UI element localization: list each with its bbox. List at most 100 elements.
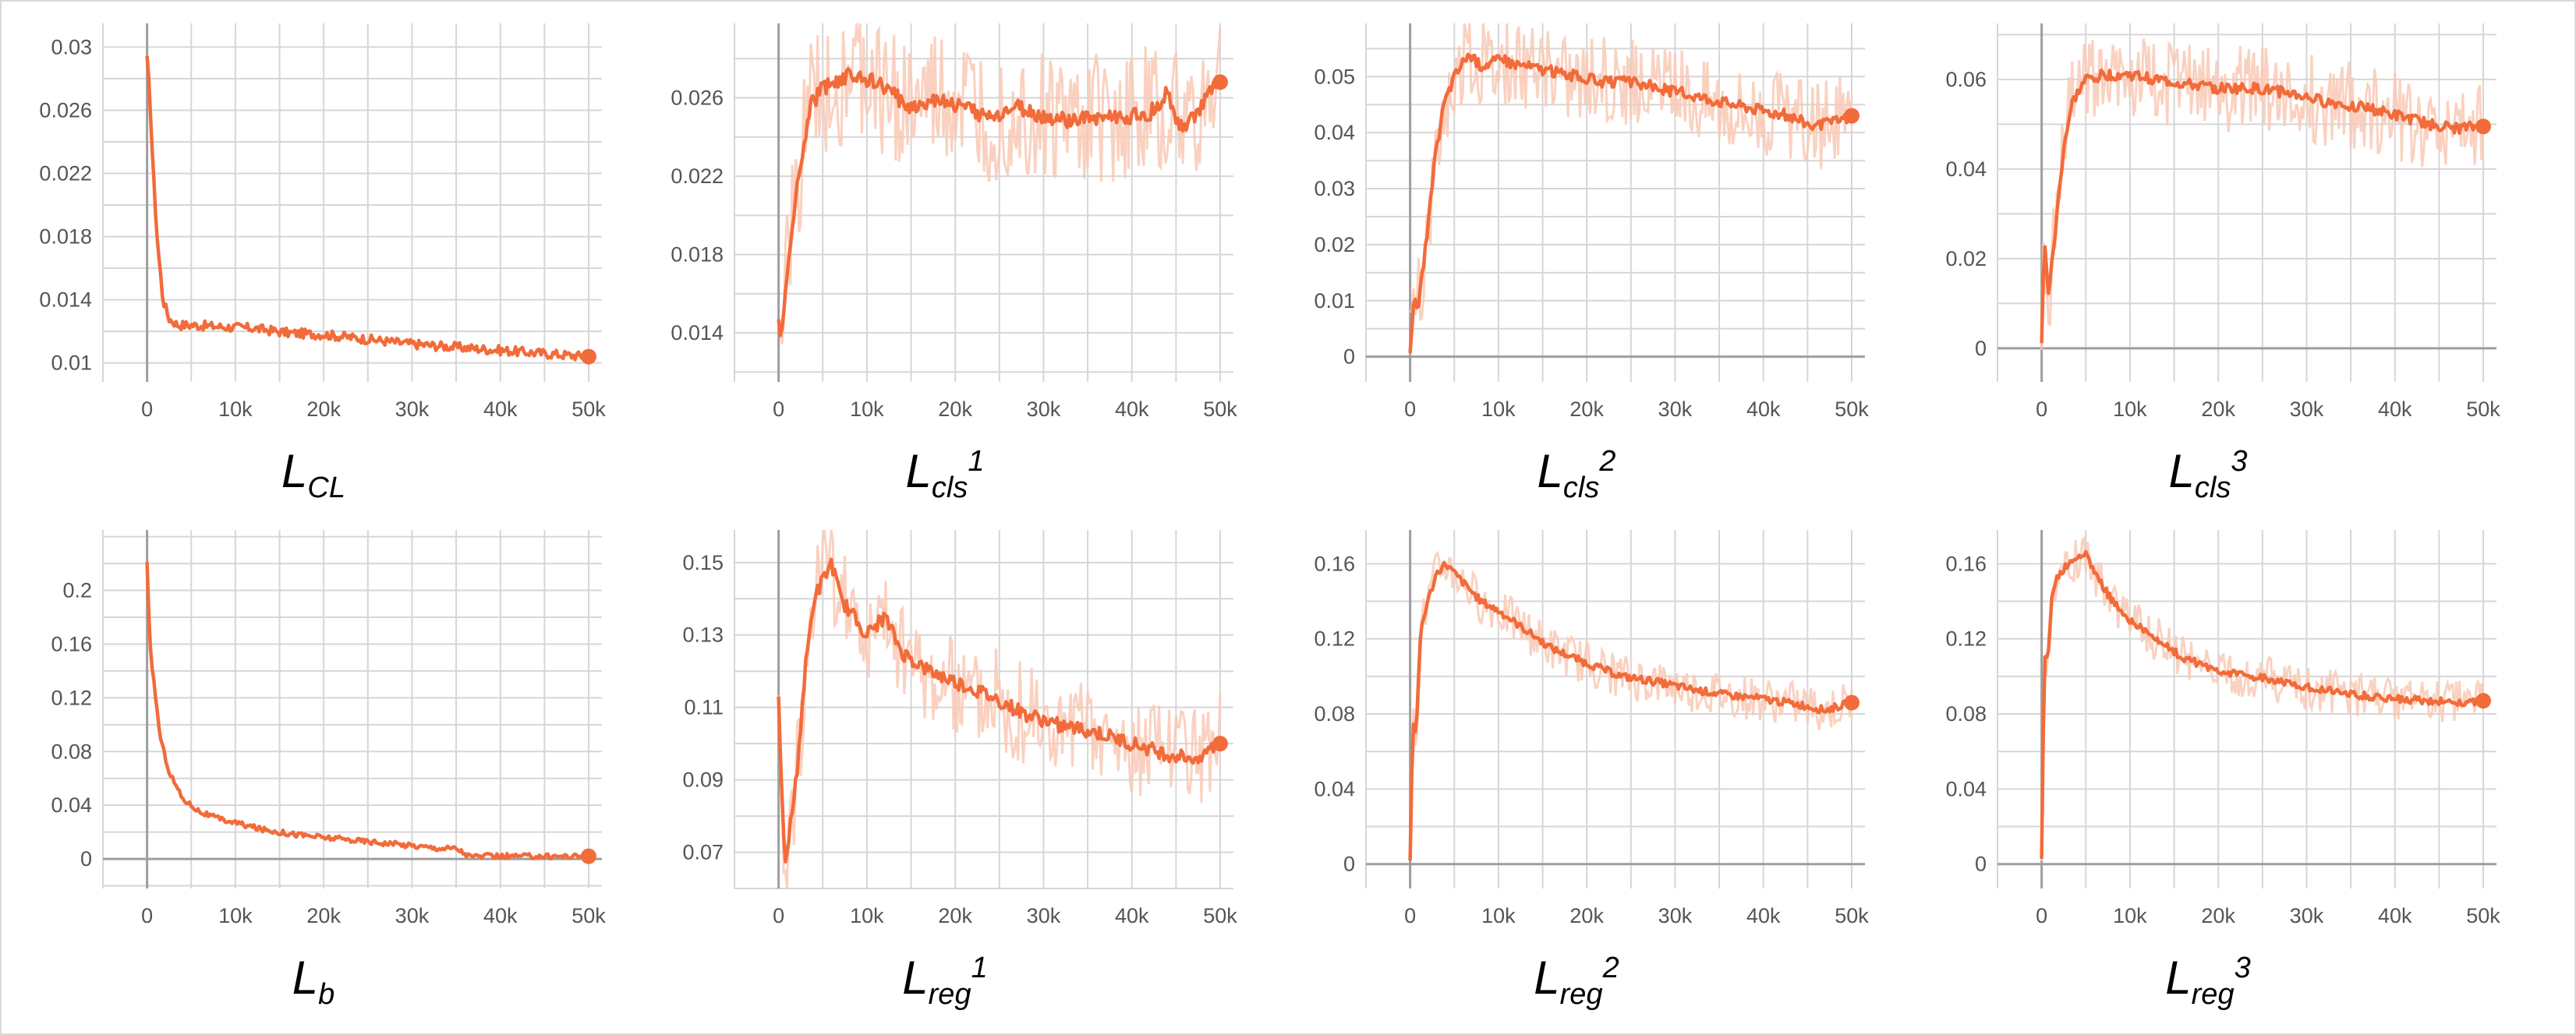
y-tick-label: 0.018 xyxy=(671,243,724,267)
series-line xyxy=(777,557,1223,864)
chart-lcls1: 0.014 0.018 0.022 0.026 0 10k 20k 30k 40k 50k xyxy=(671,23,1237,421)
panel-lcls3: 0 0.02 0.04 0.06 0 10k 20k 30k 40k 50k Lcls3 xyxy=(1904,16,2512,504)
chart-lreg3: 0 0.04 0.08 0.12 0.16 0 10k 20k 30k 40k 50k xyxy=(1945,530,2500,927)
series-endpoint xyxy=(1844,694,1860,711)
y-tick-label: 0.12 xyxy=(1314,627,1355,651)
series-line xyxy=(145,55,591,362)
panel-label-lb: Lb xyxy=(292,952,335,1011)
y-tick-label: 0.12 xyxy=(1945,627,1987,651)
y-tick-label: 0.04 xyxy=(1945,157,1987,181)
x-tick-label: 10k xyxy=(850,904,884,927)
x-tick-label: 40k xyxy=(483,397,518,421)
series-line xyxy=(1408,52,1852,353)
y-tick-label: 0.16 xyxy=(1314,552,1355,575)
x-tick-label: 50k xyxy=(1203,397,1237,421)
x-tick-label: 0 xyxy=(2036,904,2047,927)
y-tick-label: 0 xyxy=(1975,337,1987,360)
panel-label-lcls2: Lcls2 xyxy=(1537,445,1616,504)
chart-lcl: 0.01 0.014 0.018 0.022 0.026 0.03 0 10k 20k 30k 40… xyxy=(39,23,606,421)
x-tick-label: 20k xyxy=(306,904,341,927)
x-tick-label: 50k xyxy=(2466,397,2500,421)
x-tick-label: 30k xyxy=(2290,397,2324,421)
y-tick-label: 0.11 xyxy=(684,696,724,719)
series-endpoint xyxy=(581,348,597,365)
y-tick-label: 0.01 xyxy=(1314,289,1355,313)
series-raw-line xyxy=(1409,23,1853,321)
x-tick-label: 50k xyxy=(571,397,606,421)
series-endpoint xyxy=(2475,693,2492,709)
panel-label-lcls3: Lcls3 xyxy=(2168,445,2248,504)
x-tick-label: 50k xyxy=(2466,904,2500,927)
y-tick-label: 0.026 xyxy=(39,98,92,122)
y-tick-label: 0.05 xyxy=(1314,65,1355,88)
y-tick-label: 0.04 xyxy=(51,793,92,817)
panel-label-lreg3: Lreg3 xyxy=(2165,952,2251,1011)
series-line xyxy=(1408,560,1854,861)
x-tick-label: 30k xyxy=(1027,397,1061,421)
chart-lcls3: 0 0.02 0.04 0.06 0 10k 20k 30k 40k 50k xyxy=(1945,23,2500,421)
x-tick-label: 0 xyxy=(141,904,153,927)
y-tick-label: 0.07 xyxy=(682,841,724,864)
panel-lreg1: 0.07 0.09 0.11 0.13 0.15 0 10k 20k 30k 40k 50k Lre… xyxy=(641,522,1249,1011)
chart-lcls2: 0 0.01 0.02 0.03 0.04 0.05 0 10k 20k 30k 40k 50k xyxy=(1314,23,1869,421)
chart-lreg1: 0.07 0.09 0.11 0.13 0.15 0 10k 20k 30k 40k 50k xyxy=(682,529,1237,927)
series-endpoint xyxy=(1212,74,1229,90)
x-tick-label: 10k xyxy=(1481,904,1516,927)
y-tick-label: 0.02 xyxy=(1314,233,1355,256)
x-tick-label: 10k xyxy=(1481,397,1516,421)
x-tick-label: 0 xyxy=(2036,397,2047,421)
y-tick-label: 0 xyxy=(1343,345,1355,369)
series-endpoint xyxy=(1844,108,1860,124)
grid xyxy=(1365,530,1865,888)
x-tick-label: 30k xyxy=(1658,397,1693,421)
grid xyxy=(102,530,602,888)
y-tick-label: 0 xyxy=(1343,853,1355,876)
x-tick-label: 10k xyxy=(850,397,884,421)
y-tick-label: 0.04 xyxy=(1314,777,1355,800)
grid xyxy=(1997,23,2496,382)
y-tick-label: 0.014 xyxy=(671,321,724,344)
x-tick-label: 20k xyxy=(306,397,341,421)
x-tick-label: 30k xyxy=(395,904,430,927)
series-endpoint xyxy=(1212,736,1229,752)
x-tick-label: 10k xyxy=(2113,397,2147,421)
series-line xyxy=(2040,68,2486,344)
panel-lreg3: 0 0.04 0.08 0.12 0.16 0 10k 20k 30k 40k 50k Lreg3 xyxy=(1904,522,2512,1011)
y-tick-label: 0.04 xyxy=(1945,777,1987,800)
y-tick-label: 0.03 xyxy=(1314,177,1355,200)
y-tick-label: 0.08 xyxy=(51,740,92,763)
x-tick-label: 20k xyxy=(938,397,972,421)
y-tick-label: 0.03 xyxy=(51,35,92,58)
chart-lreg2: 0 0.04 0.08 0.12 0.16 0 10k 20k 30k 40k 50k xyxy=(1314,530,1869,927)
panel-lcls2: 0 0.01 0.02 0.03 0.04 0.05 0 10k 20k 30k 40k 50k Lc… xyxy=(1272,16,1881,504)
panel-label-lcls1: Lcls1 xyxy=(905,445,985,504)
x-tick-label: 10k xyxy=(2113,904,2147,927)
x-tick-label: 40k xyxy=(483,904,518,927)
panel-lreg2: 0 0.04 0.08 0.12 0.16 0 10k 20k 30k 40k 50k Lreg2 xyxy=(1272,522,1881,1011)
x-tick-label: 30k xyxy=(2290,904,2324,927)
y-tick-label: 0.08 xyxy=(1945,702,1987,726)
panel-lb: 0 0.04 0.08 0.12 0.16 0.2 0 10k 20k 30k 40k 50k Lb xyxy=(9,522,617,1011)
y-tick-label: 0.06 xyxy=(1945,68,1987,91)
grid xyxy=(1997,530,2496,888)
series-endpoint xyxy=(2475,118,2492,135)
x-tick-label: 20k xyxy=(2201,904,2235,927)
y-tick-label: 0.08 xyxy=(1314,702,1355,726)
x-tick-label: 0 xyxy=(1404,397,1416,421)
y-tick-label: 0.15 xyxy=(682,551,724,574)
series-raw-line xyxy=(2040,38,2485,350)
y-tick-label: 0.02 xyxy=(1945,247,1987,270)
panel-lcl: 0.01 0.014 0.018 0.022 0.026 0.03 0 10k 20k 30k 40… xyxy=(9,16,617,504)
x-tick-label: 10k xyxy=(218,904,253,927)
x-tick-label: 10k xyxy=(218,397,253,421)
grid xyxy=(102,23,602,382)
x-tick-label: 0 xyxy=(141,397,153,421)
x-tick-label: 40k xyxy=(1115,397,1149,421)
y-tick-label: 0.014 xyxy=(39,288,92,312)
y-tick-label: 0.026 xyxy=(671,87,724,110)
x-tick-label: 50k xyxy=(1835,397,1869,421)
panel-lcls1: 0.014 0.018 0.022 0.026 0 10k 20k 30k 40k 50k Lcl… xyxy=(641,16,1249,504)
series-raw-line xyxy=(778,23,1222,344)
series-raw-line xyxy=(1409,550,1853,839)
